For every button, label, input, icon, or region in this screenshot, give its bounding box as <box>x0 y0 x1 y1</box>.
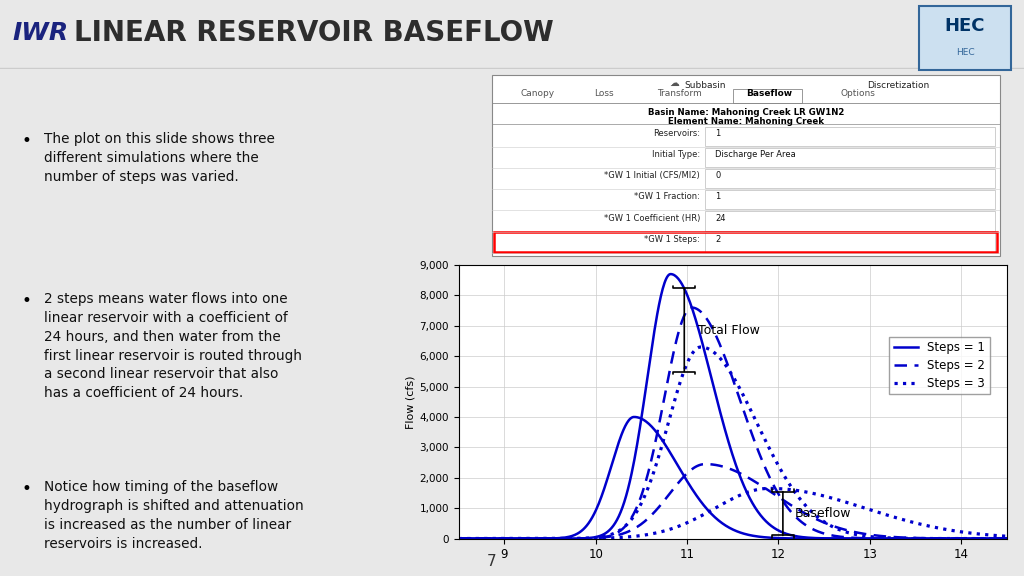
Bar <box>706 127 995 146</box>
Bar <box>733 89 802 103</box>
Text: Discharge Per Area: Discharge Per Area <box>716 150 797 159</box>
Text: ÌWR: ÌWR <box>12 21 69 45</box>
Text: 7: 7 <box>486 554 497 569</box>
Bar <box>706 233 995 252</box>
Text: 2 steps means water flows into one
linear reservoir with a coefficient of
24 hou: 2 steps means water flows into one linea… <box>44 291 302 400</box>
Bar <box>706 190 995 210</box>
Text: LINEAR RESERVOIR BASEFLOW: LINEAR RESERVOIR BASEFLOW <box>74 19 554 47</box>
Text: Total Flow: Total Flow <box>698 324 760 336</box>
Text: •: • <box>22 291 32 310</box>
Text: 0: 0 <box>716 171 721 180</box>
Text: IWR: IWR <box>12 21 69 45</box>
Legend: Steps = 1, Steps = 2, Steps = 3: Steps = 1, Steps = 2, Steps = 3 <box>890 336 990 395</box>
Text: Notice how timing of the baseflow
hydrograph is shifted and attenuation
is incre: Notice how timing of the baseflow hydrog… <box>44 480 303 551</box>
Text: Discretization: Discretization <box>867 81 930 90</box>
Text: *GW 1 Coefficient (HR): *GW 1 Coefficient (HR) <box>604 214 700 222</box>
Text: Element Name: Mahoning Creek: Element Name: Mahoning Creek <box>668 116 824 126</box>
Bar <box>706 211 995 230</box>
Text: HEC: HEC <box>945 17 985 35</box>
Text: HEC: HEC <box>955 48 975 58</box>
Text: The plot on this slide shows three
different simulations where the
number of ste: The plot on this slide shows three diffe… <box>44 132 274 184</box>
Text: Transform: Transform <box>657 89 702 98</box>
Text: Loss: Loss <box>594 89 613 98</box>
Bar <box>706 169 995 188</box>
Text: Subbasin: Subbasin <box>684 81 726 90</box>
Text: ☁: ☁ <box>670 78 680 88</box>
Text: Baseflow: Baseflow <box>745 89 792 98</box>
Text: 1: 1 <box>716 129 721 138</box>
Text: Basin Name: Mahoning Creek LR GW1N2: Basin Name: Mahoning Creek LR GW1N2 <box>648 108 844 118</box>
Y-axis label: Flow (cfs): Flow (cfs) <box>406 375 416 429</box>
Text: *GW 1 Initial (CFS/MI2): *GW 1 Initial (CFS/MI2) <box>604 171 700 180</box>
Bar <box>494 232 997 252</box>
Text: 24: 24 <box>716 214 726 222</box>
Text: 1: 1 <box>716 192 721 202</box>
Text: Baseflow: Baseflow <box>795 507 851 520</box>
Bar <box>706 148 995 167</box>
Text: •: • <box>22 132 32 150</box>
Text: •: • <box>22 480 32 498</box>
Text: 2: 2 <box>716 235 721 244</box>
Text: Canopy: Canopy <box>520 89 554 98</box>
Text: *GW 1 Steps:: *GW 1 Steps: <box>644 235 700 244</box>
Text: Reservoirs:: Reservoirs: <box>653 129 700 138</box>
Text: Options: Options <box>841 89 876 98</box>
Text: Initial Type:: Initial Type: <box>652 150 700 159</box>
Text: *GW 1 Fraction:: *GW 1 Fraction: <box>634 192 700 202</box>
